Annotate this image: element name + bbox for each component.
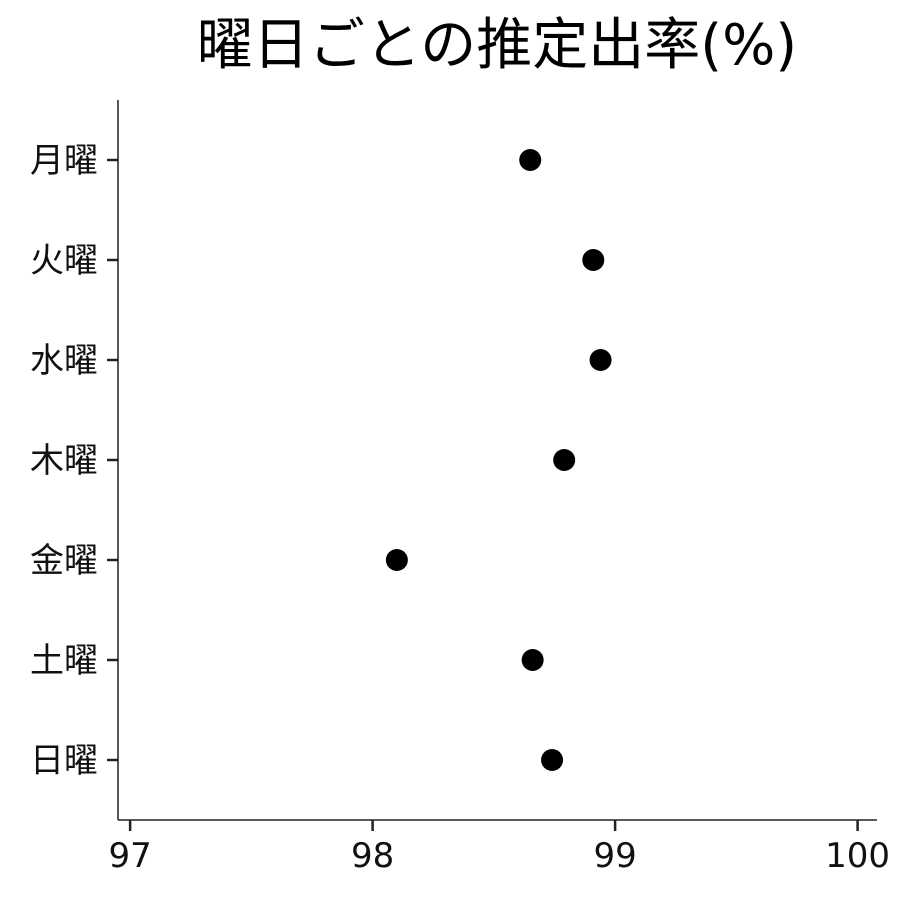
chart-title: 曜日ごとの推定出率(%) <box>197 13 797 78</box>
x-tick-label: 98 <box>351 836 394 876</box>
data-point <box>541 749 564 771</box>
data-point <box>519 149 542 171</box>
data-point <box>582 249 605 271</box>
x-tick-label: 99 <box>593 836 636 876</box>
y-tick-label: 金曜 <box>30 541 98 581</box>
y-tick-label: 火曜 <box>30 241 98 281</box>
x-tick-label: 100 <box>825 836 890 876</box>
points <box>385 149 612 771</box>
y-tick-label: 木曜 <box>30 441 98 481</box>
y-tick-label: 水曜 <box>30 341 98 381</box>
x-ticks: 97 98 99 100 <box>108 820 890 876</box>
data-point <box>589 349 612 371</box>
data-point <box>385 549 408 571</box>
y-tick-label: 月曜 <box>30 141 98 181</box>
y-tick-label: 土曜 <box>30 641 98 681</box>
data-point <box>521 649 544 671</box>
data-point <box>553 449 576 471</box>
x-tick-label: 97 <box>108 836 151 876</box>
y-tick-label: 日曜 <box>30 741 98 781</box>
